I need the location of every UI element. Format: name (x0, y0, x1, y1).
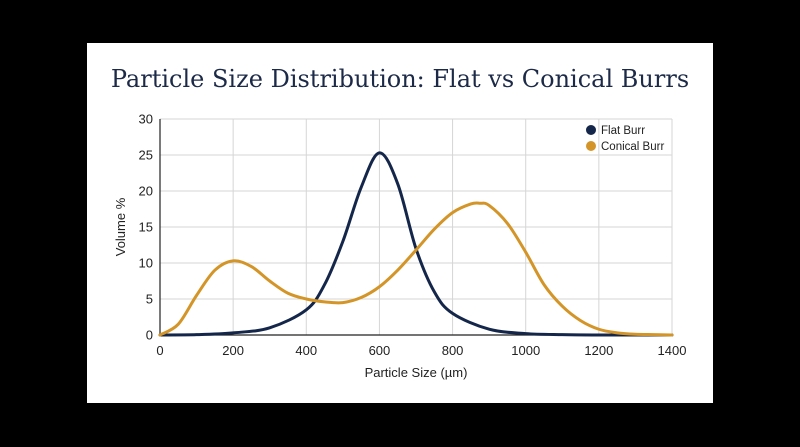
x-tick-label: 1400 (658, 343, 687, 358)
x-tick-label: 200 (222, 343, 244, 358)
legend-marker-flat-burr (586, 125, 596, 135)
chart-card: Particle Size Distribution: Flat vs Coni… (87, 43, 713, 403)
y-tick-label: 25 (139, 148, 153, 163)
particle-size-chart: 0 200 400 600 800 1000 1200 1400 0 5 10 15 20 25 30 Fl… (113, 112, 687, 381)
x-tick-label: 800 (442, 343, 464, 358)
x-tick-label: 400 (295, 343, 317, 358)
chart-title: Particle Size Distribution: Flat vs Coni… (110, 65, 690, 93)
y-tick-label: 0 (146, 328, 153, 343)
x-tick-label: 1200 (584, 343, 613, 358)
legend: Flat Burr Conical Burr (586, 125, 664, 153)
x-tick-label: 0 (156, 343, 163, 358)
legend-label-conical-burr: Conical Burr (601, 141, 664, 153)
y-tick-label: 5 (146, 292, 153, 307)
series-line-flat-burr (158, 151, 674, 337)
legend-label-flat-burr: Flat Burr (601, 125, 645, 137)
grid (160, 118, 673, 335)
series-lines (158, 151, 674, 337)
x-axis-label: Particle Size (µm) (365, 365, 468, 380)
y-axis-label: Volume % (113, 197, 128, 256)
y-tick-label: 15 (139, 220, 153, 235)
legend-marker-conical-burr (586, 141, 596, 151)
x-tick-label: 1000 (511, 343, 540, 358)
y-tick-label: 10 (139, 256, 153, 271)
y-tick-label: 20 (139, 184, 153, 199)
y-tick-label: 30 (139, 112, 153, 127)
x-tick-label: 600 (369, 343, 391, 358)
series-line-conical-burr (158, 201, 674, 337)
